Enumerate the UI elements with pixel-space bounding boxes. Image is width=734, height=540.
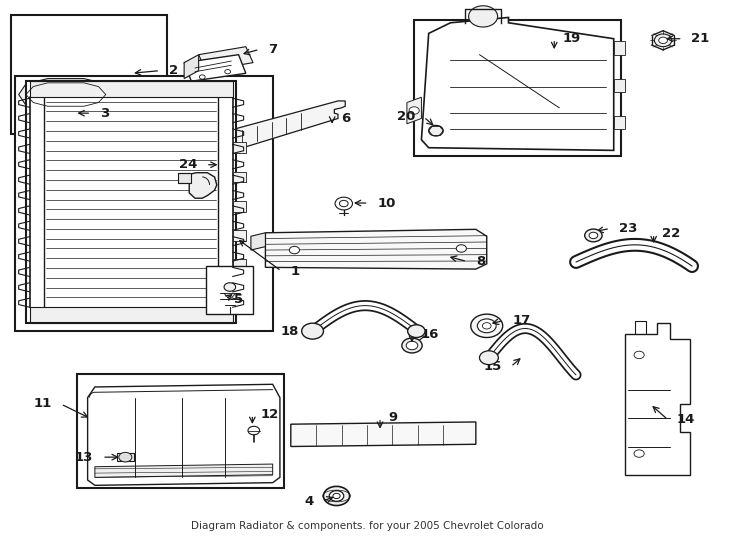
Text: 23: 23 <box>619 222 637 235</box>
Circle shape <box>634 351 644 359</box>
Text: 8: 8 <box>476 255 485 268</box>
Circle shape <box>60 110 79 124</box>
Circle shape <box>655 34 672 46</box>
Text: Diagram Radiator & components. for your 2005 Chevrolet Colorado: Diagram Radiator & components. for your … <box>191 521 543 530</box>
Bar <box>26 81 236 323</box>
Bar <box>614 42 625 55</box>
Bar <box>26 81 236 323</box>
Text: 21: 21 <box>691 32 710 45</box>
Circle shape <box>634 450 644 457</box>
Circle shape <box>407 325 425 338</box>
Polygon shape <box>625 323 690 475</box>
Circle shape <box>330 491 344 501</box>
Bar <box>233 201 246 212</box>
Circle shape <box>248 426 260 435</box>
Circle shape <box>335 197 352 210</box>
Polygon shape <box>211 101 345 152</box>
Bar <box>29 307 233 323</box>
Bar <box>233 172 246 183</box>
Polygon shape <box>189 173 217 198</box>
Bar <box>233 259 246 270</box>
Bar <box>117 453 134 461</box>
Bar <box>614 79 625 92</box>
Circle shape <box>33 86 55 103</box>
Circle shape <box>77 86 98 103</box>
Bar <box>15 76 272 331</box>
Circle shape <box>479 351 498 364</box>
Text: 15: 15 <box>484 360 502 373</box>
Text: 7: 7 <box>269 43 277 56</box>
Polygon shape <box>266 230 487 269</box>
Circle shape <box>429 125 443 136</box>
Circle shape <box>409 107 419 114</box>
Circle shape <box>200 75 206 79</box>
Circle shape <box>401 338 422 353</box>
Bar <box>29 81 233 97</box>
Circle shape <box>65 113 75 120</box>
Bar <box>77 374 283 488</box>
Circle shape <box>333 494 340 498</box>
Polygon shape <box>184 55 199 79</box>
Polygon shape <box>407 97 421 124</box>
Circle shape <box>585 229 602 242</box>
Circle shape <box>589 232 597 239</box>
Bar <box>614 116 625 129</box>
Bar <box>414 20 621 156</box>
Circle shape <box>119 453 132 462</box>
Polygon shape <box>95 464 272 477</box>
Polygon shape <box>224 293 236 300</box>
Bar <box>12 15 167 134</box>
Circle shape <box>302 323 324 339</box>
Text: 9: 9 <box>389 411 398 424</box>
Text: 13: 13 <box>75 451 93 464</box>
Text: 4: 4 <box>304 495 313 508</box>
Text: 2: 2 <box>169 64 178 77</box>
Text: 14: 14 <box>677 414 695 427</box>
Bar <box>206 266 253 314</box>
Circle shape <box>339 200 348 207</box>
Text: 24: 24 <box>179 158 197 171</box>
Text: 17: 17 <box>512 314 531 327</box>
Circle shape <box>457 245 466 252</box>
Polygon shape <box>291 422 476 447</box>
Polygon shape <box>421 17 614 150</box>
Circle shape <box>482 322 491 329</box>
Text: 3: 3 <box>100 107 109 120</box>
Polygon shape <box>87 384 280 485</box>
Circle shape <box>225 70 230 74</box>
Circle shape <box>289 246 299 254</box>
Text: 1: 1 <box>290 265 299 278</box>
Polygon shape <box>251 233 266 250</box>
Polygon shape <box>184 55 246 81</box>
Bar <box>233 143 246 153</box>
Text: 5: 5 <box>234 293 244 306</box>
Circle shape <box>324 487 349 505</box>
Text: 12: 12 <box>261 408 280 421</box>
Text: 16: 16 <box>421 328 439 341</box>
Circle shape <box>468 6 498 27</box>
Bar <box>178 173 192 184</box>
Circle shape <box>470 314 503 338</box>
Text: 19: 19 <box>563 32 581 45</box>
Polygon shape <box>18 79 113 111</box>
Circle shape <box>477 319 496 333</box>
Circle shape <box>658 37 667 44</box>
Text: 22: 22 <box>662 227 680 240</box>
Text: 18: 18 <box>280 325 299 338</box>
Polygon shape <box>199 46 253 71</box>
Text: 11: 11 <box>34 397 52 410</box>
Text: 6: 6 <box>341 112 350 125</box>
Circle shape <box>406 341 418 350</box>
Text: 10: 10 <box>377 197 396 210</box>
Bar <box>233 230 246 241</box>
Text: 20: 20 <box>396 110 415 123</box>
Circle shape <box>224 283 236 291</box>
